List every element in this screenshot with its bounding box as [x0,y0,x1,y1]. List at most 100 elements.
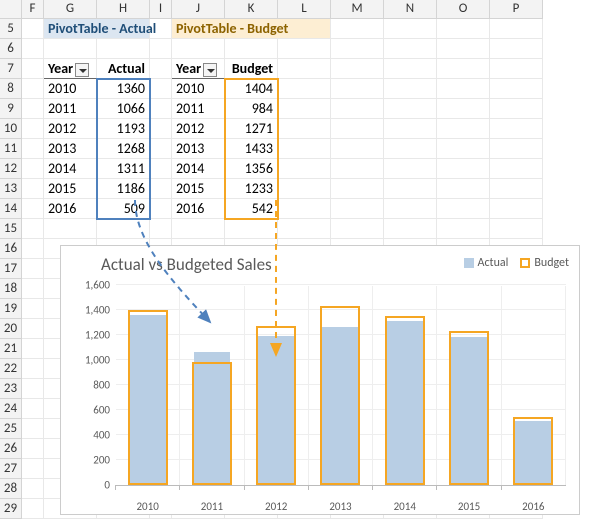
cell[interactable] [490,139,543,159]
cell[interactable]: 2016 [172,199,225,219]
cell[interactable] [331,99,384,119]
cell[interactable] [150,159,172,179]
row-header-25[interactable]: 25 [0,419,22,439]
row-header-23[interactable]: 23 [0,379,22,399]
cell[interactable]: Actual [97,59,150,79]
row-header-5[interactable]: 5 [0,19,22,39]
cell[interactable] [22,199,44,219]
cell[interactable] [150,139,172,159]
cell[interactable] [22,39,44,59]
cell[interactable]: Budget [225,59,278,79]
cell[interactable] [490,39,543,59]
chart-object[interactable]: Actual vs Budgeted Sales Actual Budget 0… [60,245,580,515]
cell[interactable] [225,39,278,59]
row-header-16[interactable]: 16 [0,239,22,259]
row-header-15[interactable]: 15 [0,219,22,239]
cell[interactable] [22,459,44,479]
cell[interactable] [384,119,437,139]
row-header-29[interactable]: 29 [0,499,22,519]
cell[interactable] [22,19,44,39]
cell[interactable] [437,59,490,79]
cell[interactable] [384,199,437,219]
cell[interactable] [384,219,437,239]
cell[interactable] [22,219,44,239]
dropdown-icon[interactable] [203,63,217,77]
cell[interactable]: 2011 [44,99,97,119]
cell[interactable] [278,99,331,119]
cell[interactable] [278,179,331,199]
col-header-L[interactable]: L [278,0,331,19]
cell[interactable] [44,219,97,239]
cell[interactable]: 1066 [97,99,150,119]
row-header-24[interactable]: 24 [0,399,22,419]
cell[interactable]: 1356 [225,159,278,179]
row-header-17[interactable]: 17 [0,259,22,279]
cell[interactable] [384,139,437,159]
cell[interactable] [278,159,331,179]
cell[interactable] [384,39,437,59]
col-header-I[interactable]: I [150,0,172,19]
cell[interactable] [490,159,543,179]
cell[interactable] [278,199,331,219]
cell[interactable]: 1233 [225,179,278,199]
col-header-G[interactable]: G [44,0,97,19]
cell[interactable] [437,39,490,59]
cell[interactable] [22,99,44,119]
cell[interactable]: 2014 [172,159,225,179]
row-header-7[interactable]: 7 [0,59,22,79]
cell[interactable] [150,39,172,59]
row-header-13[interactable]: 13 [0,179,22,199]
row-header-19[interactable]: 19 [0,299,22,319]
cell[interactable] [384,179,437,199]
col-header-P[interactable]: P [490,0,543,19]
cell[interactable] [22,419,44,439]
cell[interactable] [22,139,44,159]
row-header-26[interactable]: 26 [0,439,22,459]
cell[interactable] [331,119,384,139]
cell[interactable] [490,219,543,239]
cell[interactable] [22,339,44,359]
col-header-N[interactable]: N [384,0,437,19]
cell[interactable]: 2015 [44,179,97,199]
cell[interactable] [22,59,44,79]
row-header-11[interactable]: 11 [0,139,22,159]
row-header-20[interactable]: 20 [0,319,22,339]
cell[interactable] [490,99,543,119]
row-header-12[interactable]: 12 [0,159,22,179]
col-header-H[interactable]: H [97,0,150,19]
cell[interactable]: Year [172,59,225,79]
cell[interactable] [384,159,437,179]
cell[interactable] [150,19,172,39]
cell[interactable] [437,119,490,139]
cell[interactable] [384,99,437,119]
cell[interactable]: PivotTable - Budget [172,19,331,39]
cell[interactable] [437,179,490,199]
row-header-27[interactable]: 27 [0,459,22,479]
cell[interactable]: 1193 [97,119,150,139]
row-header-8[interactable]: 8 [0,79,22,99]
row-header-10[interactable]: 10 [0,119,22,139]
cell[interactable] [22,499,44,519]
cell[interactable] [384,79,437,99]
cell[interactable]: 1186 [97,179,150,199]
row-header-18[interactable]: 18 [0,279,22,299]
cell[interactable] [331,179,384,199]
cell[interactable]: 1271 [225,119,278,139]
cell[interactable]: 1268 [97,139,150,159]
row-header-21[interactable]: 21 [0,339,22,359]
cell[interactable]: Year [44,59,97,79]
cell[interactable] [437,159,490,179]
cell[interactable] [437,219,490,239]
cell[interactable] [490,119,543,139]
cell[interactable] [437,19,490,39]
cell[interactable]: 2010 [44,79,97,99]
cell[interactable] [490,19,543,39]
cell[interactable] [150,99,172,119]
cell[interactable]: 2012 [172,119,225,139]
cell[interactable] [278,59,331,79]
cell[interactable] [44,39,97,59]
row-header-6[interactable]: 6 [0,39,22,59]
cell[interactable] [22,259,44,279]
cell[interactable] [437,99,490,119]
cell[interactable] [150,59,172,79]
